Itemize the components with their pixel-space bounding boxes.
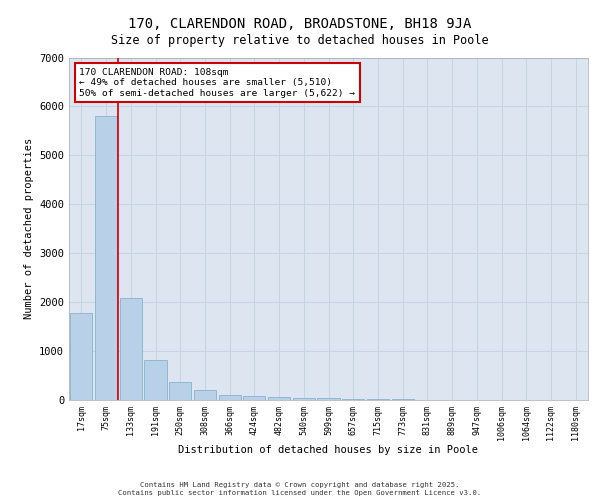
Text: 170, CLARENDON ROAD, BROADSTONE, BH18 9JA: 170, CLARENDON ROAD, BROADSTONE, BH18 9J… (128, 18, 472, 32)
Bar (293, 398, 315, 400)
Y-axis label: Number of detached properties: Number of detached properties (23, 138, 34, 320)
Bar (169, 382, 191, 400)
Text: Contains HM Land Registry data © Crown copyright and database right 2025.
Contai: Contains HM Land Registry data © Crown c… (118, 482, 482, 496)
Bar (119, 298, 142, 400)
Bar (218, 394, 241, 400)
X-axis label: Distribution of detached houses by size in Poole: Distribution of detached houses by size … (179, 446, 479, 456)
Bar (317, 398, 340, 400)
Bar (194, 390, 216, 400)
Text: 170 CLARENDON ROAD: 108sqm
← 49% of detached houses are smaller (5,510)
50% of s: 170 CLARENDON ROAD: 108sqm ← 49% of deta… (79, 68, 355, 98)
Bar (145, 360, 167, 400)
Bar (243, 396, 265, 400)
Bar (95, 116, 117, 400)
Bar (70, 313, 92, 400)
Text: Size of property relative to detached houses in Poole: Size of property relative to detached ho… (111, 34, 489, 47)
Bar (268, 397, 290, 400)
Bar (367, 399, 389, 400)
Bar (342, 398, 364, 400)
